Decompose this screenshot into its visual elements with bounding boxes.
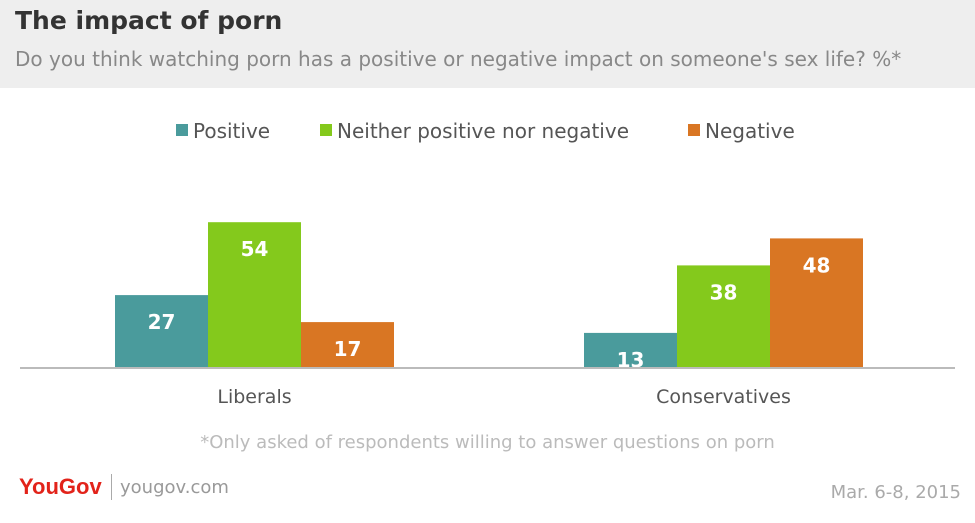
category-label: Conservatives [656, 386, 791, 408]
legend-label: Neither positive nor negative [337, 119, 629, 143]
bar-value-label: 54 [241, 237, 269, 261]
yougov-logo: YouGov [19, 474, 102, 499]
legend-swatch [176, 124, 188, 136]
bar-liberals-2 [301, 322, 394, 368]
bar-value-label: 27 [148, 310, 176, 334]
bar-conservatives-0 [584, 332, 677, 368]
bar-liberals-0 [115, 295, 208, 368]
footnote: *Only asked of respondents willing to an… [200, 432, 775, 453]
bar-conservatives-2 [770, 238, 863, 368]
header: The impact of porn Do you think watching… [0, 0, 975, 88]
bar-value-label: 38 [710, 280, 738, 304]
website-link[interactable]: yougov.com [120, 477, 229, 498]
survey-date: Mar. 6-8, 2015 [830, 482, 961, 503]
category-labels: Liberals Conservatives [217, 386, 791, 408]
bar-value-label: 48 [803, 253, 831, 277]
chart-title: The impact of porn [15, 6, 283, 35]
bar-conservatives-1 [677, 265, 770, 368]
legend-swatch [688, 124, 700, 136]
legend-label: Positive [193, 119, 270, 143]
bar-liberals-1 [208, 222, 301, 368]
legend-label: Negative [705, 119, 795, 143]
chart-subtitle: Do you think watching porn has a positiv… [15, 47, 902, 71]
logo-separator [111, 474, 112, 500]
legend: Positive Neither positive nor negative Neg… [176, 119, 795, 143]
legend-swatch [320, 124, 332, 136]
category-label: Liberals [217, 386, 291, 408]
bar-value-label: 17 [334, 337, 362, 361]
